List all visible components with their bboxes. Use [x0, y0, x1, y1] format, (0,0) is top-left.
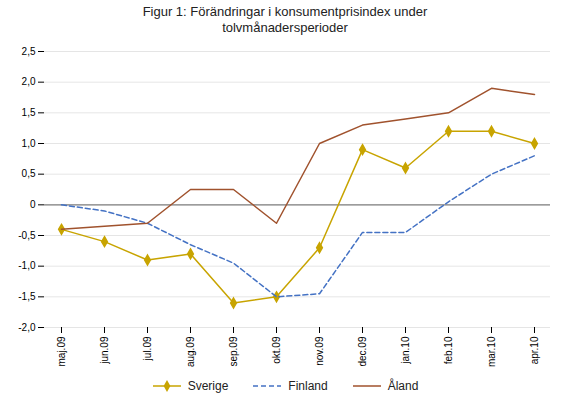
svg-text:aug.09: aug.09 — [185, 336, 196, 367]
html-text:Sverige: Sverige — [187, 378, 229, 393]
svg-text:nov.09: nov.09 — [314, 336, 325, 366]
svg-text:1,5: 1,5 — [22, 107, 36, 118]
svg-text:0: 0 — [30, 199, 36, 210]
svg-text:jun.09: jun.09 — [99, 336, 110, 365]
svg-text:-1,5: -1,5 — [18, 291, 36, 302]
svg-text:apr.10: apr.10 — [529, 336, 540, 364]
html-text:Åland: Åland — [387, 378, 419, 393]
svg-text:okt.09: okt.09 — [271, 336, 282, 364]
html-text:Finland: Finland — [288, 378, 328, 393]
svg-text:feb.10: feb.10 — [443, 336, 454, 364]
svg-text:dec.09: dec.09 — [357, 336, 368, 366]
svg-text:maj.09: maj.09 — [56, 336, 67, 366]
svg-text:-1,0: -1,0 — [18, 260, 36, 271]
svg-text:1,0: 1,0 — [22, 137, 36, 148]
svg-text:mar.10: mar.10 — [486, 336, 497, 367]
svg-text:jul.09: jul.09 — [142, 336, 153, 361]
svg-text:-0,5: -0,5 — [18, 229, 36, 240]
svg-text:0,5: 0,5 — [22, 168, 36, 179]
svg-text:2,0: 2,0 — [22, 76, 36, 87]
svg-text:2,5: 2,5 — [22, 45, 36, 56]
svg-text:jan.10: jan.10 — [400, 336, 411, 365]
svg-text:sep.09: sep.09 — [228, 336, 239, 366]
html-text:Figur 1: Förändringar i konsum: Figur 1: Förändringar i konsumentprisind… — [142, 4, 428, 36]
svg-text:-2,0: -2,0 — [18, 321, 36, 332]
